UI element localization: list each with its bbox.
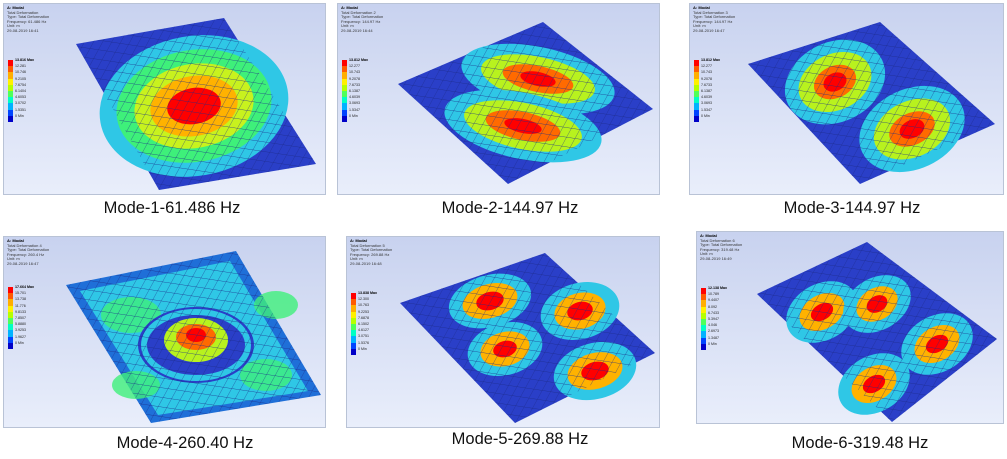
legend-swatch	[8, 115, 13, 122]
legend-swatch	[351, 336, 356, 343]
mode-3-legend	[694, 60, 699, 122]
mode-2-legend-labels: 13.812 Max 12.277 10.743 9.2078 7.6733 6.1387…	[349, 58, 368, 118]
legend-swatch	[694, 78, 699, 85]
legend-swatch	[701, 300, 706, 307]
mode-4-caption: Mode-4-260.40 Hz	[116, 434, 254, 452]
legend-swatch	[701, 288, 706, 295]
legend-swatch	[694, 97, 699, 104]
legend-swatch	[342, 66, 347, 73]
legend-swatch	[701, 337, 706, 344]
legend-swatch	[342, 115, 347, 122]
legend-swatch	[351, 305, 356, 312]
mode-5-caption: Mode-5-269.88 Hz	[451, 430, 589, 448]
mode-2-deformation-plot	[398, 22, 653, 184]
mode-6-deformation-plot	[757, 242, 997, 422]
mode-4-legend-labels: 17.664 Max 15.701 13.738 11.776 9.8133 7.8507…	[15, 285, 34, 345]
legend-swatch	[694, 90, 699, 98]
mode-1-legend-labels: 13.816 Max 12.281 10.746 9.2105 7.6754 6.1404…	[15, 58, 34, 118]
legend-swatch	[694, 103, 699, 110]
mode-1-legend	[8, 60, 13, 122]
mode-3-header: A: Modal Total Deformation 3 Type: Total D…	[693, 5, 736, 33]
mode-5-deformation-plot	[400, 253, 655, 423]
legend-swatch	[351, 330, 356, 337]
legend-swatch	[342, 97, 347, 104]
mode-6-legend-labels: 12.138 Max 10.789 9.4407 8.092 6.7433 5.3947 4…	[708, 286, 727, 346]
mode-5-legend-labels: 13.838 Max 12.300 10.763 9.2253 7.6878 6.1502…	[358, 291, 377, 351]
legend-swatch	[694, 109, 699, 116]
legend-swatch	[8, 103, 13, 110]
legend-swatch	[351, 323, 356, 331]
legend-swatch	[351, 342, 356, 349]
legend-swatch	[351, 299, 356, 306]
legend-swatch	[8, 311, 13, 318]
legend-swatch	[342, 72, 347, 79]
legend-swatch	[8, 90, 13, 98]
legend-swatch	[8, 78, 13, 85]
mode-1-deformation-plot	[76, 18, 316, 190]
legend-swatch	[701, 294, 706, 301]
legend-swatch	[694, 60, 699, 67]
legend-swatch	[342, 84, 347, 91]
legend-swatch	[694, 115, 699, 122]
mode-3-deformation-plot	[748, 22, 995, 184]
legend-swatch	[351, 311, 356, 318]
legend-swatch	[8, 324, 13, 331]
mode-2-caption: Mode-2-144.97 Hz	[441, 199, 579, 217]
legend-swatch	[701, 318, 706, 326]
legend-swatch	[351, 348, 356, 355]
legend-swatch	[351, 317, 356, 324]
legend-swatch	[8, 342, 13, 349]
legend-swatch	[8, 336, 13, 343]
legend-swatch	[8, 305, 13, 312]
legend-swatch	[8, 84, 13, 91]
legend-swatch	[701, 343, 706, 350]
mode-5-panel: A: Modal Total Deformation 5 Type: Total D…	[346, 236, 660, 428]
mode-6-panel: A: Modal Total Deformation 6 Type: Total D…	[696, 231, 1004, 424]
legend-swatch	[8, 287, 13, 294]
legend-swatch	[8, 299, 13, 306]
legend-swatch	[351, 293, 356, 300]
legend-swatch	[8, 109, 13, 116]
legend-swatch	[8, 330, 13, 337]
legend-swatch	[701, 325, 706, 332]
legend-swatch	[701, 312, 706, 319]
mode-5-header: A: Modal Total Deformation 5 Type: Total D…	[350, 238, 393, 266]
mode-3-legend-labels: 13.812 Max 12.277 10.743 9.2078 7.6733 6.1387…	[701, 58, 720, 118]
legend-swatch	[694, 72, 699, 79]
mode-2-header: A: Modal Total Deformation 2 Type: Total D…	[341, 5, 384, 33]
legend-swatch	[342, 109, 347, 116]
mode-2-panel: A: Modal Total Deformation 2 Type: Total D…	[337, 3, 660, 195]
mode-5-legend	[351, 293, 356, 355]
legend-swatch	[342, 60, 347, 67]
mode-1-panel: A: Modal Total Deformation Type: Total Def…	[3, 3, 326, 195]
legend-swatch	[8, 60, 13, 67]
mode-6-legend	[701, 288, 706, 350]
legend-swatch	[701, 306, 706, 313]
mode-3-caption: Mode-3-144.97 Hz	[783, 199, 921, 217]
legend-swatch	[694, 84, 699, 91]
legend-swatch	[8, 293, 13, 300]
legend-swatch	[342, 103, 347, 110]
mode-1-header: A: Modal Total Deformation Type: Total Def…	[7, 5, 50, 33]
mode-4-legend	[8, 287, 13, 349]
legend-swatch	[8, 317, 13, 325]
mode-6-caption: Mode-6-319.48 Hz	[791, 434, 929, 452]
legend-swatch	[701, 331, 706, 338]
mode-4-panel: A: Modal Total Deformation 4 Type: Total D…	[3, 236, 326, 428]
legend-swatch	[342, 90, 347, 98]
mode-4-deformation-plot	[66, 251, 321, 423]
mode-4-header: A: Modal Total Deformation 4 Type: Total D…	[7, 238, 50, 266]
mode-6-header: A: Modal Total Deformation 6 Type: Total D…	[700, 233, 743, 261]
mode-3-panel: A: Modal Total Deformation 3 Type: Total D…	[689, 3, 1004, 195]
legend-swatch	[8, 97, 13, 104]
legend-swatch	[694, 66, 699, 73]
legend-swatch	[8, 66, 13, 73]
legend-swatch	[342, 78, 347, 85]
mode-1-caption: Mode-1-61.486 Hz	[103, 199, 241, 217]
mode-2-legend	[342, 60, 347, 122]
legend-swatch	[8, 72, 13, 79]
